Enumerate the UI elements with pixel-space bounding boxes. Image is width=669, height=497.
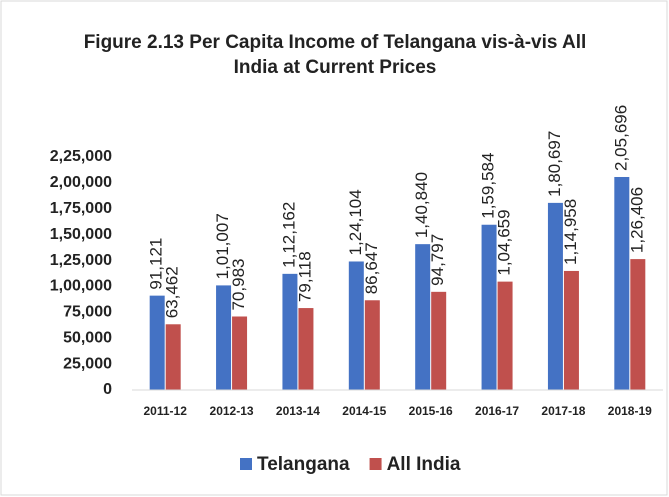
bar bbox=[497, 281, 513, 390]
value-label: 1,59,584 bbox=[479, 153, 498, 219]
y-tick-label: 2,00,000 bbox=[50, 174, 112, 191]
bar bbox=[481, 224, 497, 390]
value-label: 94,797 bbox=[428, 234, 447, 286]
legend-swatch bbox=[240, 458, 252, 470]
value-label: 79,118 bbox=[295, 251, 314, 302]
value-label: 1,12,162 bbox=[279, 202, 298, 268]
y-tick-label: 50,000 bbox=[63, 329, 112, 346]
x-tick-label: 2013-14 bbox=[276, 404, 320, 418]
value-label: 70,983 bbox=[229, 258, 248, 310]
bar bbox=[232, 316, 248, 390]
x-tick-label: 2012-13 bbox=[210, 404, 254, 418]
bar bbox=[364, 300, 380, 390]
value-label: 91,121 bbox=[147, 238, 166, 290]
bar bbox=[630, 259, 646, 390]
bar bbox=[149, 295, 165, 390]
y-tick-label: 75,000 bbox=[63, 304, 112, 321]
value-label: 1,14,958 bbox=[561, 199, 580, 265]
bar bbox=[165, 324, 181, 390]
bar bbox=[563, 270, 579, 390]
y-tick-label: 2,25,000 bbox=[50, 148, 112, 165]
x-tick-label: 2015-16 bbox=[409, 404, 453, 418]
legend-label: Telangana bbox=[257, 454, 350, 475]
value-label: 1,40,840 bbox=[412, 172, 431, 238]
y-tick-label: 1,25,000 bbox=[50, 252, 112, 269]
value-label: 2,05,696 bbox=[611, 105, 630, 171]
x-tick-label: 2017-18 bbox=[541, 404, 585, 418]
bar bbox=[282, 273, 298, 390]
y-tick-label: 0 bbox=[103, 381, 112, 398]
chart-title: Figure 2.13 Per Capita Income of Telanga… bbox=[83, 32, 587, 78]
x-tick-label: 2014-15 bbox=[342, 404, 386, 418]
bar bbox=[216, 285, 232, 390]
y-tick-label: 25,000 bbox=[63, 355, 112, 372]
bar bbox=[415, 244, 431, 390]
legend-swatch bbox=[369, 458, 382, 470]
value-label: 1,24,104 bbox=[346, 189, 365, 255]
x-tick-label: 2011-12 bbox=[143, 404, 187, 418]
bar bbox=[298, 308, 314, 390]
x-tick-label: 2016-17 bbox=[475, 404, 519, 418]
bar bbox=[547, 202, 563, 390]
value-label: 86,647 bbox=[362, 242, 381, 294]
value-label: 1,26,406 bbox=[627, 187, 646, 253]
bar bbox=[348, 261, 364, 390]
x-tick-label: 2018-19 bbox=[608, 404, 652, 418]
y-tick-label: 1,75,000 bbox=[50, 200, 112, 217]
value-label: 1,80,697 bbox=[545, 131, 564, 197]
value-label: 1,04,659 bbox=[495, 209, 514, 275]
y-tick-label: 1,50,000 bbox=[50, 226, 112, 243]
legend-label: All India bbox=[387, 454, 461, 475]
bar bbox=[431, 291, 447, 390]
bar bbox=[614, 176, 630, 390]
value-label: 63,462 bbox=[163, 266, 182, 318]
value-label: 1,01,007 bbox=[213, 213, 232, 279]
y-tick-label: 1,00,000 bbox=[50, 278, 112, 295]
